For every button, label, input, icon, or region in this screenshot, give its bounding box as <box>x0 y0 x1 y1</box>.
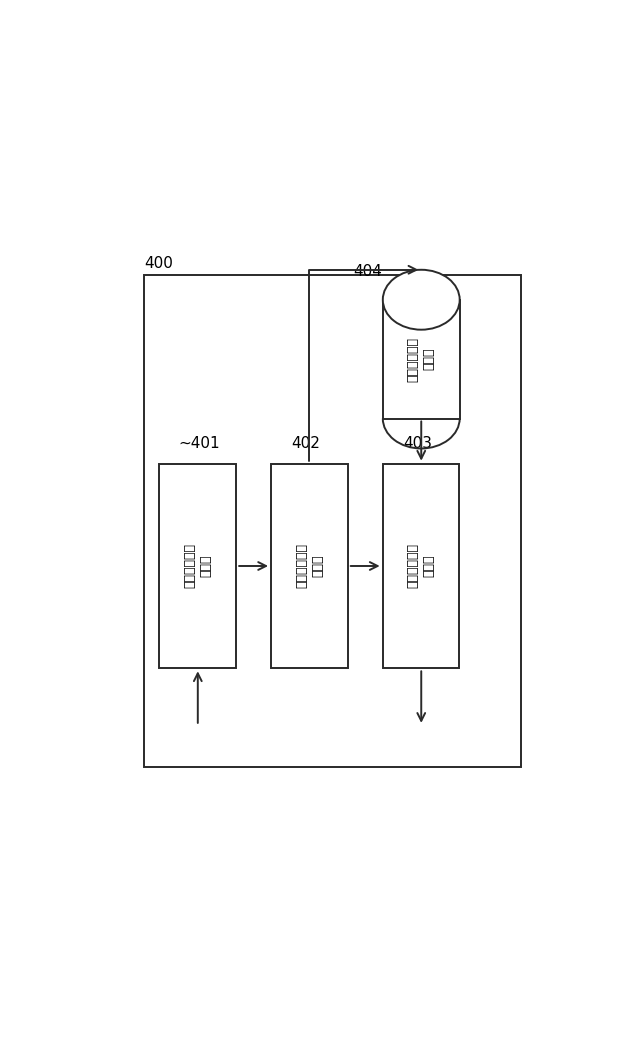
Ellipse shape <box>383 270 460 330</box>
Text: 403: 403 <box>403 436 432 451</box>
Text: 資産種別情報
記憶部: 資産種別情報 記憶部 <box>407 336 436 382</box>
Bar <box>145 276 522 767</box>
Text: 404: 404 <box>354 264 383 279</box>
Text: 400: 400 <box>145 256 173 271</box>
Bar <box>383 464 460 668</box>
Text: 資産種別情報
提供部: 資産種別情報 提供部 <box>406 544 435 588</box>
Text: 402: 402 <box>291 436 320 451</box>
Bar <box>383 300 460 418</box>
Text: ~401: ~401 <box>178 436 220 451</box>
Bar <box>271 464 348 668</box>
Text: 資産種別情報
収集部: 資産種別情報 収集部 <box>183 544 212 588</box>
Text: 資産種別情報
学習部: 資産種別情報 学習部 <box>295 544 324 588</box>
Bar <box>159 464 236 668</box>
